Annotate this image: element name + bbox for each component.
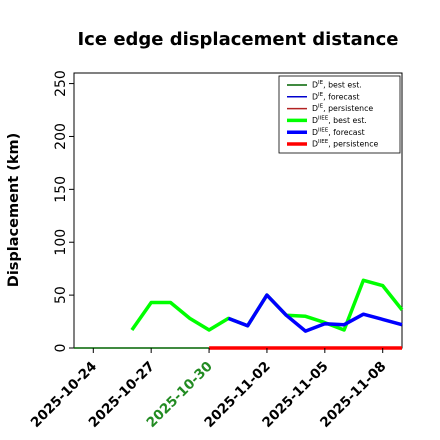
y-tick-label: 250 — [53, 70, 69, 97]
legend-entry-label: DIIEE, forecast — [312, 127, 365, 137]
chart-title: Ice edge displacement distance — [77, 29, 398, 50]
y-axis: 0 50 100 150 200 250 — [53, 70, 74, 352]
legend-entry-label: DIIEE, persistence — [312, 139, 379, 149]
legend-entry-label: DIE, best est. — [312, 80, 362, 90]
x-axis: 2025-10-242025-10-272025-10-302025-11-02… — [28, 348, 390, 431]
legend-entry-label: DIE, forecast — [312, 92, 360, 102]
y-tick-label: 0 — [53, 344, 69, 353]
y-tick-label: 150 — [53, 176, 69, 203]
y-tick-label: 200 — [53, 123, 69, 150]
legend-entry-label: DIE, persistence — [312, 104, 373, 114]
series-line-5 — [227, 293, 403, 333]
legend-entry-label: DIIEE, best est. — [312, 116, 367, 126]
legend: DIE, best est. DIE, forecast DIE, persiste… — [278, 75, 401, 154]
y-axis-label: Displacement (km) — [6, 133, 22, 287]
y-tick-label: 50 — [53, 286, 69, 304]
y-tick-label: 100 — [53, 229, 69, 256]
legend-box — [278, 75, 401, 154]
series-layer — [74, 278, 404, 350]
